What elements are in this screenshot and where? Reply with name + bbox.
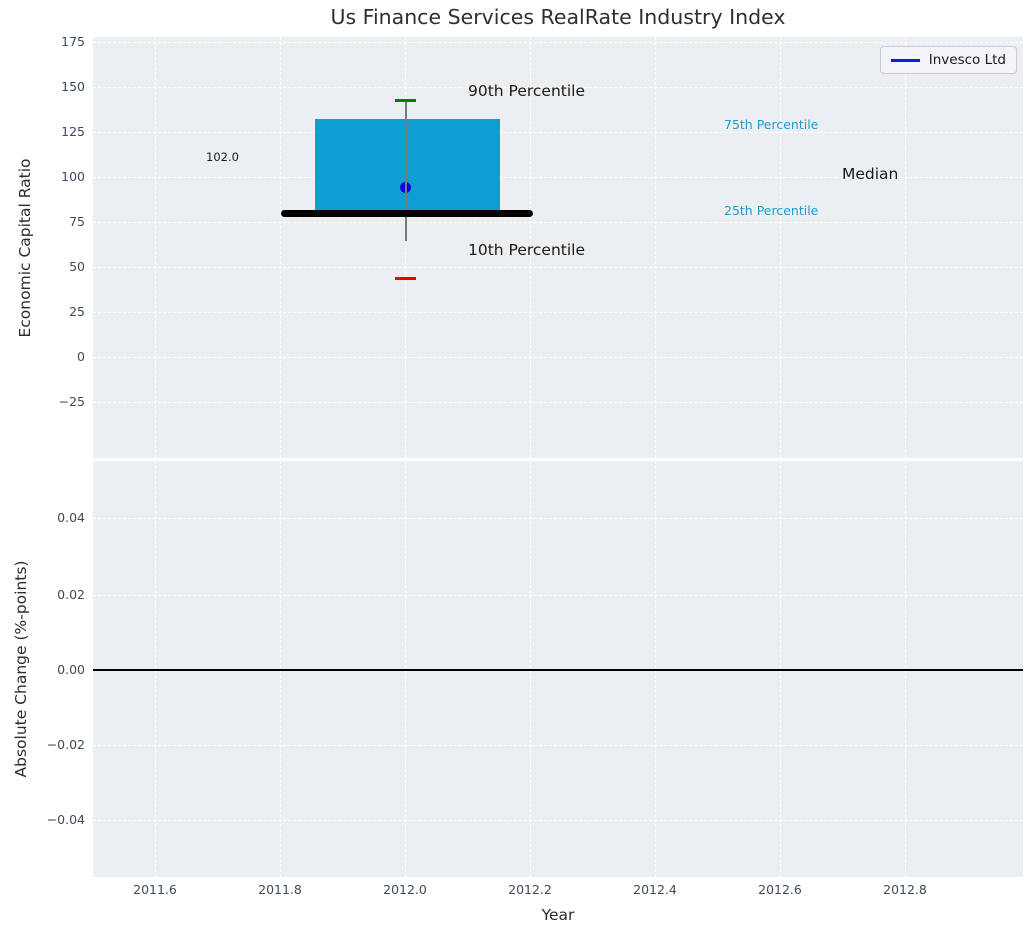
gridline: [93, 177, 1023, 178]
bottom-y-axis-label: Absolute Change (%-points): [12, 560, 30, 778]
legend-label: Invesco Ltd: [928, 52, 1006, 68]
gridline: [280, 37, 281, 458]
percentile-box: [315, 119, 500, 217]
legend: Invesco Ltd: [879, 46, 1017, 74]
chart-title: Us Finance Services RealRate Industry In…: [330, 5, 786, 29]
gridline: [530, 37, 531, 458]
gridline: [780, 37, 781, 458]
ytick-label: 125: [61, 124, 85, 139]
ytick-label: 0.00: [57, 662, 85, 677]
gridline: [93, 267, 1023, 268]
xtick-label: 2011.6: [133, 882, 177, 897]
gridline: [93, 42, 1023, 43]
xtick-label: 2012.2: [508, 882, 552, 897]
cap-10th-percentile: [395, 277, 416, 281]
bottom-plot-area: [93, 461, 1023, 877]
top-y-axis-label: Economic Capital Ratio: [16, 158, 34, 338]
label-90th-percentile: 90th Percentile: [468, 82, 586, 100]
gridline: [655, 37, 656, 458]
gridline: [93, 820, 1023, 821]
whisker-line: [405, 101, 407, 241]
gridline: [93, 745, 1023, 746]
xtick-label: 2012.4: [633, 882, 677, 897]
median-line: [281, 209, 533, 217]
ytick-label: −25: [58, 394, 85, 409]
gridline: [93, 312, 1023, 313]
ytick-label: 0.02: [57, 587, 85, 602]
label-median-value: 102.0: [206, 150, 239, 164]
cap-90th-percentile: [395, 99, 416, 103]
top-plot-area: 90th Percentile 10th Percentile 75th Per…: [93, 37, 1023, 458]
ytick-label: 25: [69, 304, 85, 319]
ytick-label: −0.04: [46, 812, 85, 827]
gridline: [405, 37, 406, 458]
gridline: [905, 37, 906, 458]
gridline: [93, 357, 1023, 358]
legend-line-swatch: [890, 58, 920, 62]
ytick-label: 50: [69, 259, 85, 274]
label-10th-percentile: 10th Percentile: [468, 241, 586, 259]
ytick-label: 150: [61, 79, 85, 94]
gridline: [93, 518, 1023, 519]
x-axis-label: Year: [541, 906, 575, 924]
gridline: [93, 222, 1023, 223]
ytick-label: 0.04: [57, 510, 85, 525]
gridline: [93, 595, 1023, 596]
xtick-label: 2012.8: [883, 882, 927, 897]
gridline: [93, 402, 1023, 403]
label-25th-percentile: 25th Percentile: [724, 203, 819, 218]
ytick-label: 175: [61, 34, 85, 49]
zero-reference-line: [93, 669, 1023, 671]
label-median: Median: [842, 165, 899, 183]
xtick-label: 2012.6: [758, 882, 802, 897]
gridline: [93, 132, 1023, 133]
ytick-label: 100: [61, 169, 85, 184]
gridline: [155, 37, 156, 458]
xtick-label: 2012.0: [383, 882, 427, 897]
ytick-label: −0.02: [46, 737, 85, 752]
xtick-label: 2011.8: [258, 882, 302, 897]
label-75th-percentile: 75th Percentile: [724, 117, 819, 132]
ytick-label: 75: [69, 214, 85, 229]
ytick-label: 0: [77, 349, 85, 364]
gridline: [93, 87, 1023, 88]
